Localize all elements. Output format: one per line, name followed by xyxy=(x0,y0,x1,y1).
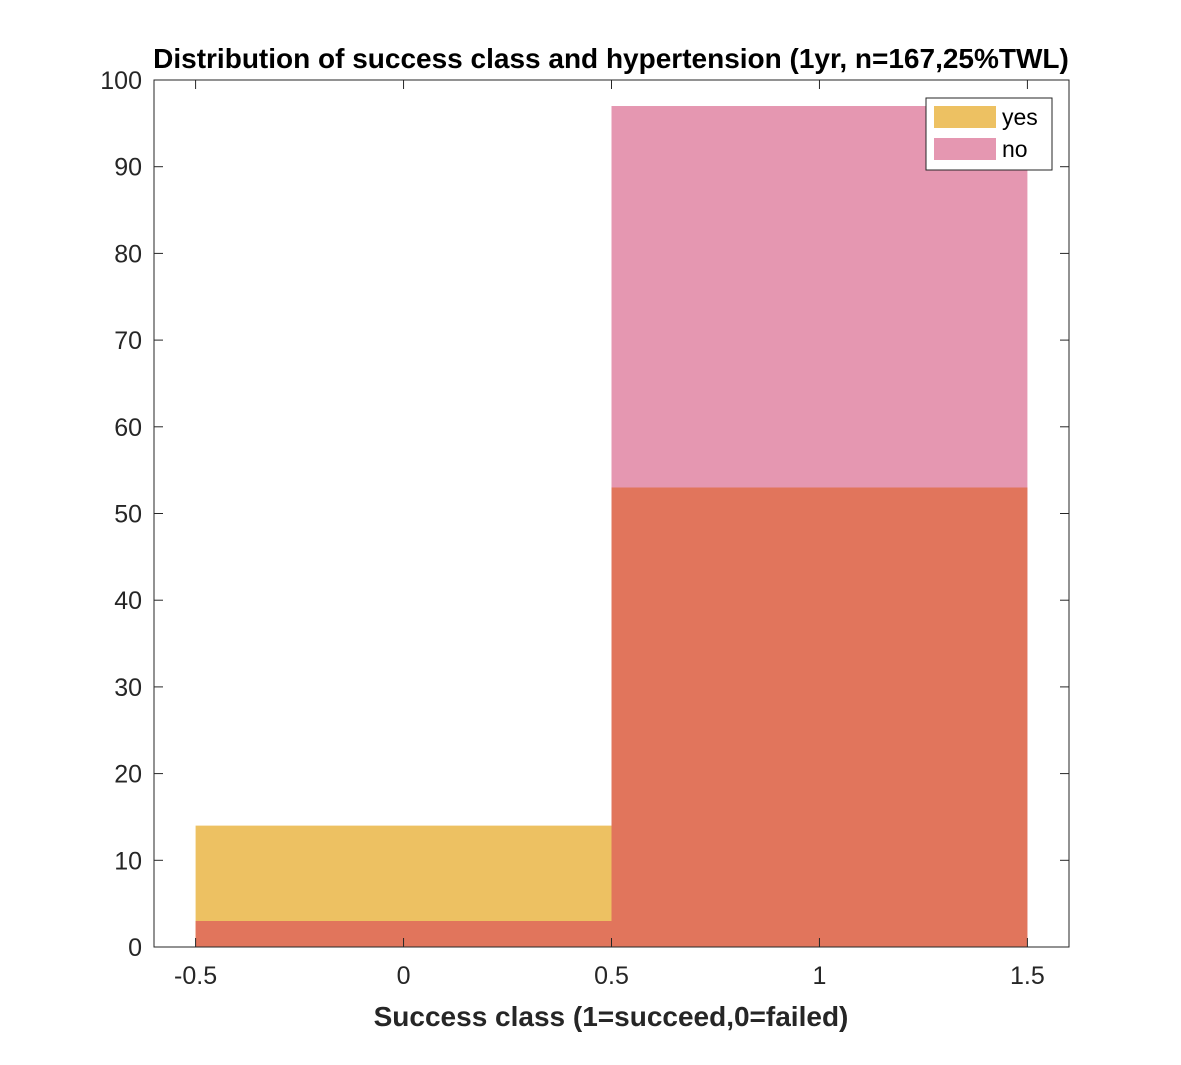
y-tick-label: 80 xyxy=(114,240,142,268)
legend-label-yes: yes xyxy=(1002,104,1038,130)
x-axis-label: Success class (1=succeed,0=failed) xyxy=(374,1001,849,1032)
y-tick-label: 40 xyxy=(114,587,142,615)
x-axis: -0.5 0 0.5 1 1.5 xyxy=(174,80,1045,990)
y-tick-label: 20 xyxy=(114,761,142,789)
chart-title: Distribution of success class and hypert… xyxy=(153,43,1069,74)
legend-swatch-yes xyxy=(934,106,996,128)
bars-group xyxy=(195,106,1028,947)
y-tick-label: 0 xyxy=(128,934,142,962)
y-axis: 0 10 20 30 40 50 60 70 80 90 100 xyxy=(100,67,1069,962)
bar-yes-bin-1 xyxy=(611,487,1028,947)
y-tick-label: 90 xyxy=(114,154,142,182)
x-tick-label: -0.5 xyxy=(174,962,217,990)
y-tick-label: 50 xyxy=(114,501,142,529)
y-tick-label: 10 xyxy=(114,847,142,875)
x-tick-label: 0 xyxy=(397,962,411,990)
y-tick-label: 60 xyxy=(114,414,142,442)
x-tick-label: 1 xyxy=(813,962,827,990)
x-tick-label: 1.5 xyxy=(1010,962,1045,990)
y-tick-label: 30 xyxy=(114,674,142,702)
y-tick-label: 70 xyxy=(114,327,142,355)
x-tick-label: 0.5 xyxy=(594,962,629,990)
legend-swatch-no xyxy=(934,138,996,160)
legend-label-no: no xyxy=(1002,136,1028,162)
legend: yes no xyxy=(925,97,1053,171)
y-tick-label: 100 xyxy=(100,67,142,95)
